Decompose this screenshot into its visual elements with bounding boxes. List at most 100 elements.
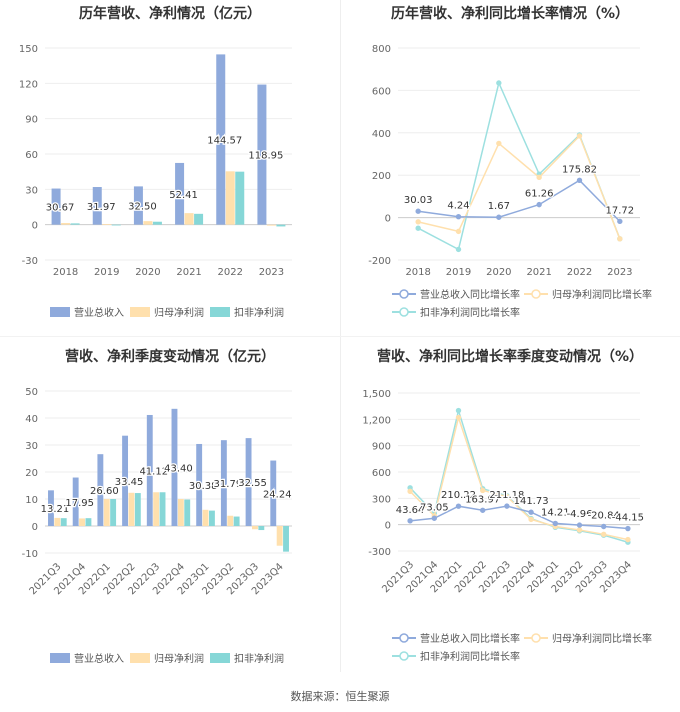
data-label: -44.15 bbox=[612, 513, 644, 524]
x-tick-label: 2019 bbox=[94, 267, 119, 278]
data-label: 144.57 bbox=[207, 136, 242, 147]
x-tick-label: 2022 bbox=[218, 267, 243, 278]
y-tick-label: 1,500 bbox=[362, 389, 391, 400]
legend-marker bbox=[399, 289, 409, 299]
bar bbox=[257, 84, 267, 225]
legend-swatch bbox=[210, 653, 230, 663]
series-line bbox=[417, 134, 621, 240]
data-point bbox=[455, 214, 462, 220]
legend-label: 营业总收入 bbox=[74, 306, 124, 319]
legend-marker bbox=[531, 289, 541, 299]
series-line bbox=[418, 179, 621, 222]
data-point bbox=[455, 246, 462, 253]
data-label: 24.24 bbox=[263, 489, 292, 500]
data-point bbox=[552, 520, 559, 527]
data-point bbox=[407, 518, 413, 524]
data-point bbox=[576, 527, 583, 533]
bar bbox=[235, 171, 245, 225]
annual-revenue-profit-title: 历年营收、净利情况（亿元） bbox=[79, 6, 261, 22]
y-tick-label: 0 bbox=[385, 521, 391, 532]
data-label: 4.24 bbox=[447, 201, 469, 212]
legend-label: 扣非净利润 bbox=[234, 652, 284, 665]
data-label: 32.50 bbox=[128, 202, 157, 213]
data-point bbox=[455, 503, 462, 509]
y-tick-label: 600 bbox=[372, 86, 391, 97]
data-point bbox=[407, 488, 413, 495]
data-label: -20.84 bbox=[588, 510, 620, 521]
y-tick-label: 800 bbox=[372, 44, 391, 55]
data-label: 41.12 bbox=[139, 466, 168, 477]
legend-label: 营业总收入 bbox=[74, 652, 124, 665]
data-label: 211.18 bbox=[489, 490, 524, 501]
bar bbox=[208, 510, 215, 526]
data-point bbox=[455, 228, 462, 235]
bar bbox=[102, 224, 112, 225]
bar bbox=[245, 438, 252, 526]
annual-growth-panel: 历年营收、净利同比增长率情况（%） -200 0 200 400 600 800 2018 2… bbox=[340, 0, 680, 336]
horizontal-divider bbox=[0, 336, 680, 337]
bar bbox=[103, 499, 110, 526]
y-tick-label: 40 bbox=[25, 414, 38, 425]
y-tick-label: -200 bbox=[368, 256, 391, 267]
legend-label: 归母净利润同比增长率 bbox=[552, 288, 652, 301]
data-point bbox=[528, 516, 534, 523]
bar bbox=[143, 221, 153, 225]
data-label: 14.21 bbox=[541, 507, 570, 518]
legend-label: 归母净利润 bbox=[154, 306, 204, 319]
y-tick-label: 300 bbox=[372, 494, 391, 505]
bar bbox=[128, 492, 135, 526]
bar bbox=[79, 518, 85, 526]
bar bbox=[48, 490, 54, 526]
quarterly-revenue-profit-panel: 营收、净利季度变动情况（亿元） -10 0 10 20 30 40 50 2021Q3 2021… bbox=[0, 337, 340, 673]
bar bbox=[202, 509, 209, 526]
data-point bbox=[455, 414, 462, 421]
bar bbox=[152, 221, 162, 225]
data-point bbox=[431, 515, 438, 521]
legend-marker bbox=[531, 633, 541, 643]
y-tick-label: 600 bbox=[372, 468, 391, 479]
data-point bbox=[480, 487, 486, 494]
y-tick-label: 90 bbox=[25, 115, 38, 126]
y-tick-label: -10 bbox=[22, 549, 38, 560]
bar bbox=[72, 477, 79, 526]
quarterly-revenue-profit-chart: -10010203040502021Q32021Q42022Q12022Q220… bbox=[22, 387, 293, 665]
data-label: 118.95 bbox=[248, 151, 283, 162]
data-point bbox=[601, 523, 607, 530]
bar bbox=[276, 224, 286, 227]
y-tick-label: 400 bbox=[372, 129, 391, 140]
bar bbox=[122, 435, 129, 526]
legend-swatch bbox=[50, 653, 70, 663]
bar bbox=[92, 187, 102, 225]
bar bbox=[258, 526, 265, 531]
bar bbox=[252, 526, 258, 530]
bar bbox=[171, 408, 178, 526]
data-point bbox=[496, 140, 502, 147]
data-label: 210.22 bbox=[441, 490, 476, 501]
data-label: 31.79 bbox=[214, 479, 243, 490]
quarterly-revenue-profit-title: 营收、净利季度变动情况（亿元） bbox=[65, 349, 275, 365]
y-tick-label: 10 bbox=[25, 495, 38, 506]
y-tick-label: -300 bbox=[368, 547, 391, 558]
data-label: 32.55 bbox=[238, 478, 267, 489]
y-tick-label: 120 bbox=[19, 79, 38, 90]
y-tick-label: 1,200 bbox=[362, 415, 391, 426]
bar bbox=[85, 518, 92, 526]
data-label: 26.60 bbox=[90, 486, 119, 497]
data-label: 30.03 bbox=[404, 195, 433, 206]
data-label: 43.64 bbox=[396, 505, 425, 516]
bar bbox=[227, 515, 234, 526]
data-point bbox=[576, 177, 583, 184]
annual-revenue-profit-chart: -30 0 30 60 90 120 150 2018 2019 2020 2021 2022 2023… bbox=[19, 44, 292, 319]
data-point bbox=[480, 507, 486, 513]
quarterly-growth-panel: 营收、净利同比增长率季度变动情况（%） -300 0 300 600 900 1,200 1… bbox=[340, 337, 680, 673]
data-label: 31.97 bbox=[87, 202, 116, 213]
bar bbox=[133, 186, 143, 225]
bar bbox=[153, 492, 160, 526]
y-tick-label: 0 bbox=[385, 214, 391, 225]
series-line bbox=[409, 407, 629, 543]
data-point bbox=[536, 174, 542, 181]
data-point bbox=[415, 219, 421, 225]
bar bbox=[184, 499, 191, 526]
bar bbox=[175, 162, 185, 225]
x-tick-label: 2021 bbox=[526, 267, 551, 278]
